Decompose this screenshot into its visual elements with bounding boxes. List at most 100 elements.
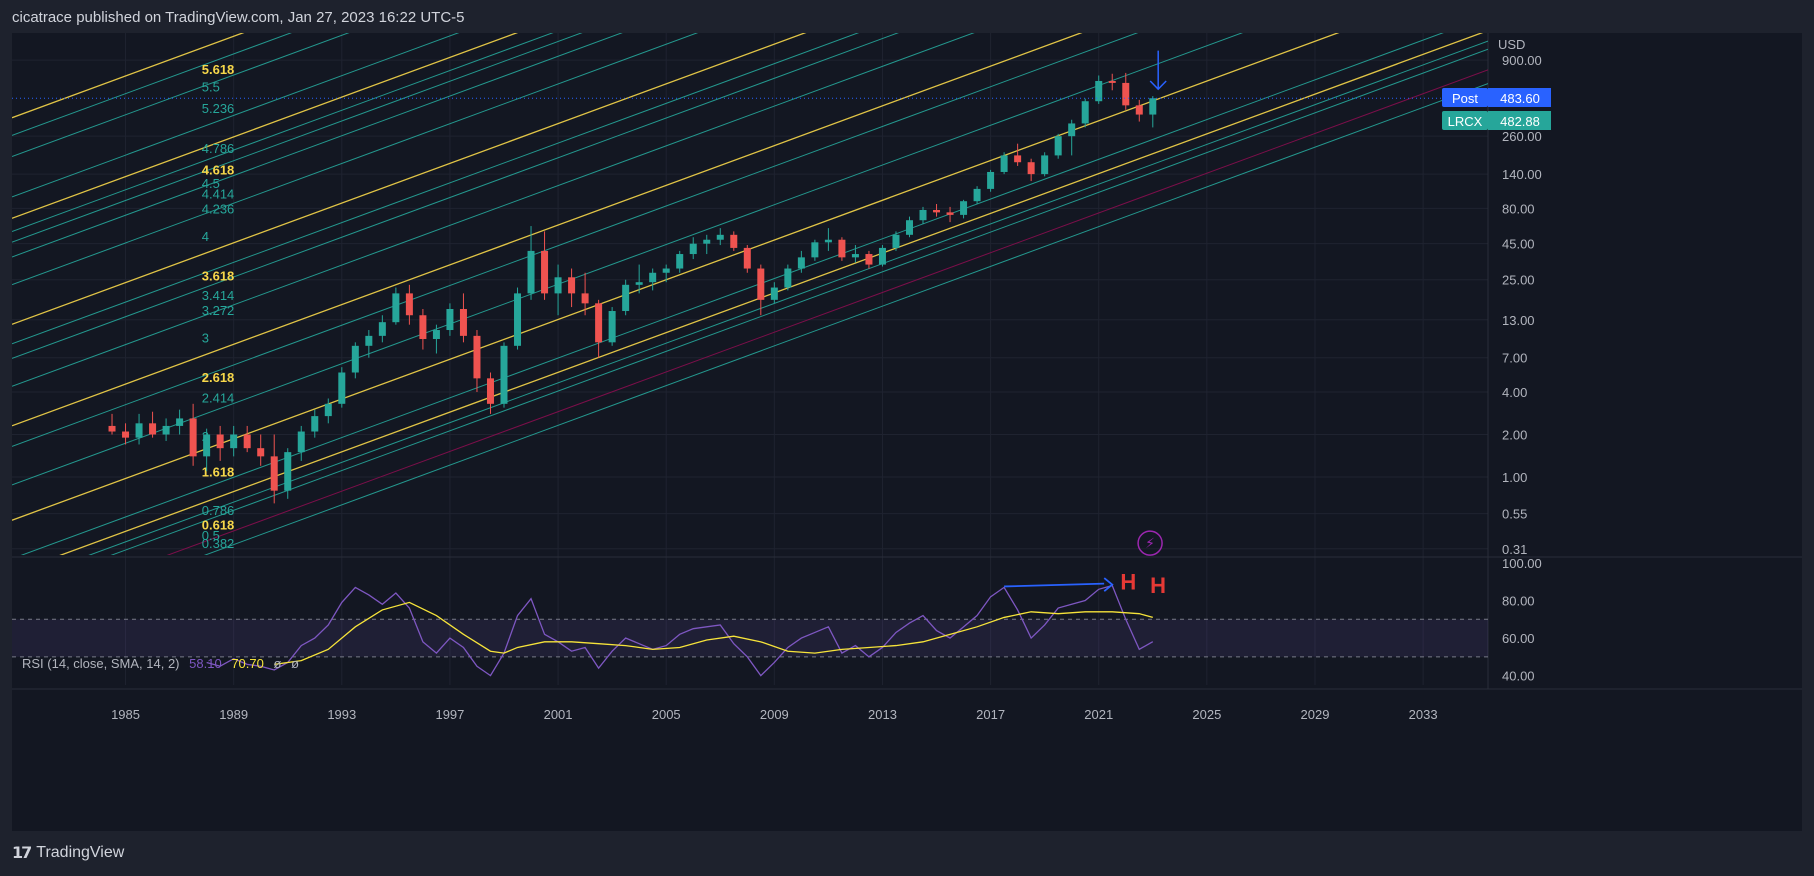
fib-label-4.414: 4.414 (202, 186, 235, 201)
candle-body (811, 242, 819, 258)
x-tick-label: 1997 (435, 707, 464, 722)
rsi-y-tick-label: 80.00 (1502, 594, 1535, 609)
candle-body (770, 287, 778, 300)
y-tick-label: 140.00 (1502, 167, 1542, 182)
fib-line-0.786 (20, 33, 1444, 555)
fib-line-0.5 (88, 40, 1488, 555)
candle-body (216, 434, 224, 449)
fib-label-1.618: 1.618 (202, 465, 235, 480)
fib-channel (12, 33, 1488, 555)
candle-body (1122, 82, 1130, 106)
price-tag-value-box (1488, 88, 1551, 107)
fib-line-2.618 (12, 33, 1083, 427)
candle-body (446, 309, 454, 331)
fib-line-0 (166, 69, 1488, 555)
x-tick-label: 2001 (544, 707, 573, 722)
fib-line-3.414 (12, 33, 860, 345)
fib-line-4.786 (12, 33, 460, 198)
price-tag-post: Post 483.60 (1442, 88, 1551, 107)
candle-body (1014, 155, 1022, 163)
price-tag-name-box (1442, 88, 1488, 107)
price-tag-lrcx: LRCX 482.88 (1442, 111, 1551, 130)
fib-label-2.414: 2.414 (202, 391, 235, 406)
price-tag-name: LRCX (1448, 114, 1483, 129)
candle-body (1068, 123, 1076, 137)
rsi-legend: RSI (14, close, SMA, 14, 2) 58.10 70.70 … (22, 656, 299, 671)
candle-body (757, 268, 765, 300)
candle-body (365, 335, 373, 346)
candle-body (824, 239, 832, 243)
candle-body (905, 220, 913, 235)
fib-line-0.618 (59, 33, 1484, 555)
candle-body (1149, 98, 1157, 115)
candle-body (851, 254, 859, 258)
x-tick-label: 2033 (1409, 707, 1438, 722)
candle-body (568, 277, 576, 294)
rsi-ma-value: 70.70 (231, 656, 264, 671)
candle-body (405, 293, 413, 316)
fib-line--0.236 (203, 83, 1488, 555)
divergence-arrow-head (1103, 577, 1114, 592)
brand-name: TradingView (36, 844, 125, 861)
tradingview-brand[interactable]: 𝟭𝟳 TradingView (12, 843, 124, 863)
lightning-icon (1137, 530, 1163, 556)
candle-body (608, 311, 616, 343)
y-tick-label: 45.00 (1502, 237, 1535, 252)
rsi-ma-line (274, 601, 1153, 665)
rsi-legend-title: RSI (14, close, SMA, 14, 2) (22, 656, 180, 671)
x-tick-label: 1985 (111, 707, 140, 722)
fib-line-5.5 (12, 33, 292, 136)
y-axis-currency: USD (1498, 37, 1525, 52)
candle-body (473, 335, 481, 379)
candle-body (419, 315, 427, 340)
candle-body (676, 254, 684, 269)
divergence-arrow (1004, 582, 1105, 588)
candle-body (108, 425, 116, 432)
candle-body (514, 293, 522, 346)
candle-body (1041, 155, 1049, 175)
fib-line-4.618 (12, 33, 519, 219)
tradingview-logo-icon: 𝟭𝟳 (12, 845, 32, 862)
candle-body (135, 423, 143, 438)
candle-body (1095, 80, 1103, 102)
rsi-extra-2: ø (291, 656, 300, 671)
candle-body (500, 345, 508, 404)
fib-label-4.236: 4.236 (202, 201, 235, 216)
annotation-arrow-head (1149, 80, 1167, 91)
candle-body (1135, 105, 1143, 115)
fib-label-0.5: 0.5 (202, 528, 220, 543)
candle-body (662, 268, 670, 273)
rsi-y-tick-label: 40.00 (1502, 669, 1535, 684)
candle-body (189, 418, 197, 457)
fib-line-3.618 (12, 33, 807, 325)
fib-label-4.618: 4.618 (202, 163, 235, 178)
candle-body (257, 448, 265, 457)
candle-body (784, 268, 792, 288)
rsi-value: 58.10 (189, 656, 222, 671)
x-tick-label: 2025 (1192, 707, 1221, 722)
candle-body (960, 201, 968, 215)
candle-body (297, 431, 305, 453)
candle-body (554, 277, 562, 294)
fib-label-5.618: 5.618 (202, 62, 235, 77)
y-tick-label: 13.00 (1502, 313, 1535, 328)
candle-body (973, 188, 981, 202)
fib-label-4: 4 (202, 229, 209, 244)
y-tick-label: 7.00 (1502, 351, 1527, 366)
candle-body (1054, 136, 1062, 156)
chart-frame (12, 33, 1802, 831)
candle-body (1027, 162, 1035, 175)
fib-line-4.236 (12, 33, 623, 258)
fib-label-2.618: 2.618 (202, 370, 235, 385)
candle-body (324, 403, 332, 417)
rsi-h-mark: H (1150, 573, 1166, 598)
candle-body (203, 434, 211, 457)
candle-body (176, 418, 184, 426)
fib-label-0.786: 0.786 (202, 503, 235, 518)
fib-line-5.236 (12, 33, 350, 157)
x-tick-label: 2013 (868, 707, 897, 722)
candle-body (743, 247, 751, 269)
rsi-y-tick-label: 100.00 (1502, 556, 1542, 571)
price-tag-value: 482.88 (1500, 114, 1540, 129)
